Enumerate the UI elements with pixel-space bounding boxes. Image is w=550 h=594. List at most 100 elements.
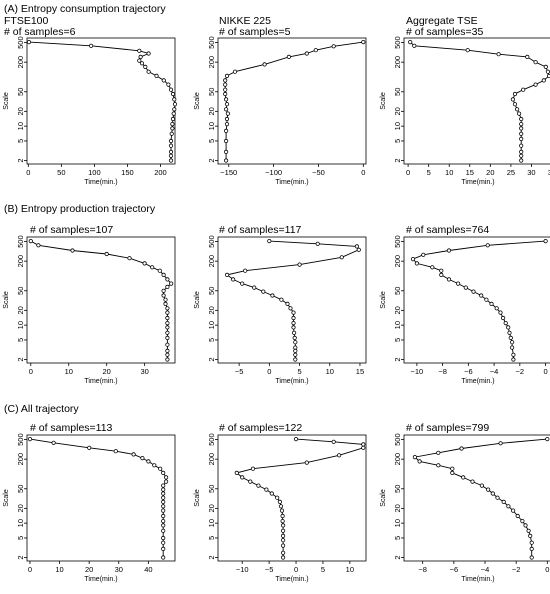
- data-point: [498, 441, 503, 446]
- data-point: [280, 550, 286, 555]
- x-tick-label: 0: [406, 168, 410, 177]
- data-point: [240, 475, 245, 480]
- data-point: [461, 475, 466, 480]
- data-point: [161, 528, 166, 533]
- y-tick-label: 20: [393, 504, 402, 512]
- data-point: [526, 528, 531, 533]
- data-point: [293, 352, 298, 357]
- data-point: [36, 243, 41, 248]
- y-tick-label: 2: [16, 158, 25, 162]
- data-point: [479, 293, 484, 298]
- data-point: [280, 513, 285, 519]
- data-point: [231, 277, 236, 282]
- plot-frame: [403, 37, 550, 165]
- data-point: [361, 445, 366, 450]
- data-point: [168, 153, 174, 158]
- data-point: [161, 491, 166, 496]
- data-point: [280, 543, 286, 548]
- y-axis-label: Scale: [3, 291, 10, 309]
- data-point: [146, 51, 151, 56]
- y-tick-label: 5: [207, 338, 216, 342]
- data-point: [512, 91, 518, 97]
- data-point: [165, 335, 170, 340]
- data-point: [250, 466, 256, 471]
- x-tick-label: 5: [297, 367, 301, 376]
- data-point: [165, 342, 170, 347]
- data-point: [165, 277, 170, 282]
- data-point: [164, 479, 169, 484]
- data-point: [545, 436, 550, 442]
- x-tick-label: −10: [411, 367, 424, 376]
- data-point: [519, 122, 524, 127]
- x-tick-label: 20: [486, 168, 494, 177]
- data-point: [528, 533, 533, 539]
- data-point: [224, 138, 229, 144]
- panel-subtitle-c1: # of samples=113: [30, 422, 113, 434]
- data-point: [361, 39, 366, 45]
- data-point: [161, 546, 166, 552]
- x-tick-label: 5: [427, 168, 431, 177]
- x-tick-label: 10: [326, 367, 334, 376]
- data-point: [286, 54, 291, 60]
- x-tick-label: 0: [28, 565, 32, 574]
- data-point: [138, 54, 143, 60]
- plot-b2: −5 0 5 10 15 2 5 10 20 50 200 500 Time(min.) Scale: [194, 235, 367, 385]
- data-point: [161, 288, 166, 293]
- plot-a2: −150 −100 −50 0 2 5 10 20 50 200 500 Time(min.) Scal…: [194, 36, 367, 186]
- y-tick-label: 2: [393, 357, 402, 361]
- data-point: [146, 69, 151, 74]
- y-tick-label: 2: [16, 357, 25, 361]
- data-point: [523, 523, 528, 528]
- x-tick-label: 0: [26, 168, 30, 177]
- data-point: [521, 87, 526, 92]
- data-point: [446, 248, 452, 253]
- data-point: [168, 138, 174, 144]
- data-point: [511, 357, 516, 362]
- data-point: [165, 320, 170, 326]
- y-tick-label: 50: [16, 485, 25, 493]
- y-axis-label: Scale: [194, 92, 201, 110]
- data-point: [172, 107, 177, 112]
- data-point: [291, 310, 296, 315]
- data-point: [547, 73, 550, 78]
- data-point: [161, 293, 166, 298]
- data-point: [507, 330, 512, 335]
- y-tick-label: 50: [16, 88, 25, 96]
- data-point: [166, 82, 171, 87]
- data-point: [163, 301, 168, 306]
- data-point: [165, 348, 170, 353]
- data-point: [161, 508, 166, 513]
- data-point: [51, 440, 56, 445]
- data-point: [89, 43, 94, 48]
- data-point: [508, 335, 513, 340]
- data-point: [529, 546, 534, 552]
- data-point: [519, 136, 524, 141]
- series-line: [30, 240, 172, 360]
- data-point: [224, 102, 230, 107]
- data-point: [137, 58, 142, 63]
- x-tick-label: 0: [361, 168, 365, 177]
- data-point: [417, 459, 422, 464]
- y-tick-label: 200: [16, 56, 25, 69]
- x-tick-label: −100: [265, 168, 282, 177]
- data-point: [280, 523, 286, 528]
- data-point: [470, 479, 475, 484]
- y-tick-label: 5: [393, 139, 402, 143]
- data-point: [421, 252, 426, 257]
- data-point: [516, 111, 522, 116]
- y-tick-label: 50: [16, 287, 25, 295]
- panel-header-a1: FTSE100: [4, 15, 49, 27]
- x-tick-label: 10: [346, 565, 354, 574]
- y-tick-label: 20: [16, 306, 25, 314]
- data-point: [70, 248, 75, 253]
- data-point: [161, 78, 166, 83]
- y-tick-label: 200: [393, 453, 402, 466]
- data-point: [519, 158, 524, 163]
- data-point: [158, 466, 163, 471]
- plot-frame: [217, 236, 367, 364]
- panel-subtitle-a1: # of samples=6: [4, 26, 76, 38]
- y-tick-label: 200: [207, 56, 216, 69]
- data-point: [292, 335, 297, 340]
- x-tick-label: 15: [356, 367, 364, 376]
- data-point: [515, 513, 520, 519]
